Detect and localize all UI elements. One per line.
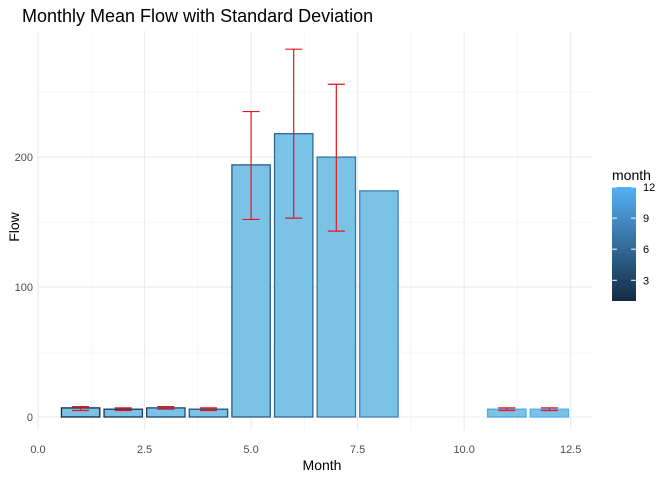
y-tick-label: 0: [27, 412, 33, 424]
error-bars: [72, 48, 558, 412]
x-tick-label: 10.0: [453, 444, 474, 456]
grid: [37, 31, 592, 430]
legend-title: month: [612, 167, 651, 183]
bar-month-8: [359, 190, 399, 418]
y-tick-label: 100: [15, 282, 33, 294]
legend-colorbar: [612, 187, 636, 301]
x-tick-labels: 0.0 2.5 5.0 7.5 10.0 12.5: [30, 444, 581, 456]
legend-tick-label: 12: [643, 182, 655, 194]
legend-tick-label: 6: [643, 244, 649, 256]
legend-tick-label: 3: [643, 275, 649, 287]
bars: [60, 133, 570, 418]
x-tick-label: 12.5: [560, 444, 581, 456]
x-tick-label: 7.5: [350, 444, 365, 456]
y-tick-labels: 0 100 200: [15, 152, 33, 424]
legend-tick-label: 9: [643, 213, 649, 225]
y-tick-label: 200: [15, 152, 33, 164]
legend-ticks: 3 6 9 12: [612, 182, 655, 287]
legend: month 3 6 9 12: [612, 167, 655, 301]
chart-title: Monthly Mean Flow with Standard Deviatio…: [22, 6, 373, 26]
y-axis-title: Flow: [6, 211, 22, 241]
x-tick-label: 2.5: [137, 444, 152, 456]
x-tick-label: 0.0: [30, 444, 45, 456]
x-axis-title: Month: [303, 457, 342, 473]
x-tick-label: 5.0: [243, 444, 258, 456]
